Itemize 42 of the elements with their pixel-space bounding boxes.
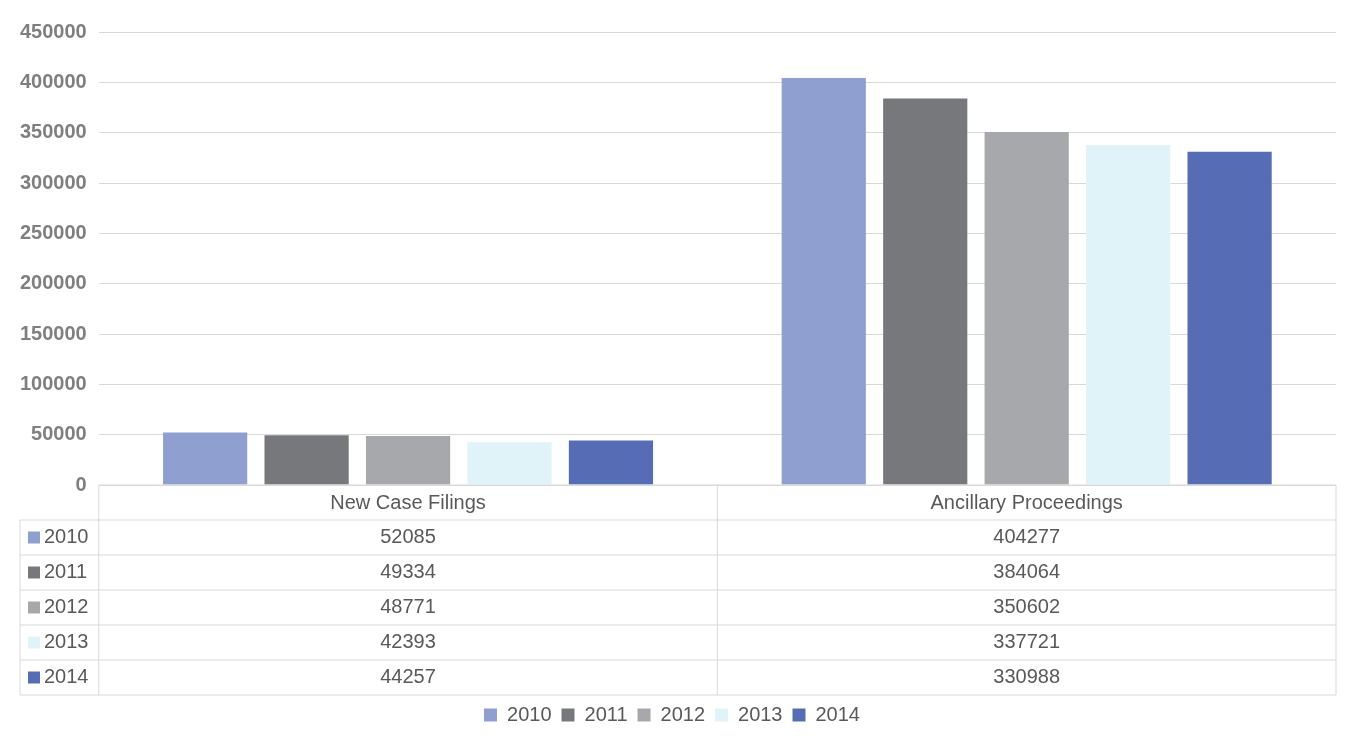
data-label: 42393 bbox=[380, 630, 436, 653]
bar bbox=[984, 132, 1069, 485]
data-label: 337721 bbox=[993, 630, 1061, 653]
text: 2012 bbox=[44, 595, 89, 618]
x-tick-label: New Case Filings bbox=[330, 490, 486, 513]
y-tick-label: 400000 bbox=[19, 69, 87, 92]
bar bbox=[781, 78, 866, 485]
legend-label: 2011 bbox=[44, 560, 88, 583]
text: 2014 bbox=[44, 665, 89, 688]
y-tick-label: 450000 bbox=[19, 19, 87, 42]
legend-label: 2013 bbox=[738, 702, 783, 725]
data-label: 44257 bbox=[380, 665, 436, 688]
legend-label: 2010 bbox=[44, 525, 89, 548]
bar bbox=[568, 440, 654, 485]
y-tick-label: 300000 bbox=[19, 170, 87, 193]
x-tick-label: Ancillary Proceedings bbox=[930, 490, 1123, 513]
y-tick-label: 200000 bbox=[19, 271, 87, 294]
text: 2013 bbox=[44, 630, 89, 653]
data-label: 404277 bbox=[993, 525, 1061, 548]
y-tick-label: 0 bbox=[75, 472, 87, 495]
data-label: 52085 bbox=[380, 525, 436, 548]
bar bbox=[365, 435, 451, 485]
bar bbox=[1086, 145, 1171, 485]
legend-label: 2014 bbox=[815, 702, 860, 725]
y-tick-label: 250000 bbox=[19, 220, 87, 243]
bar bbox=[264, 435, 349, 485]
y-tick-label: 100000 bbox=[19, 371, 87, 394]
bar bbox=[163, 432, 248, 485]
bar bbox=[467, 442, 552, 485]
data-label: 384064 bbox=[993, 560, 1061, 583]
bar bbox=[883, 98, 968, 485]
data-label: 350602 bbox=[993, 595, 1061, 618]
y-tick-label: 350000 bbox=[19, 120, 87, 143]
data-label: 49334 bbox=[380, 560, 436, 583]
text: 2011 bbox=[584, 702, 628, 725]
data-label: 48771 bbox=[380, 595, 436, 618]
bar bbox=[1187, 151, 1272, 485]
y-tick-label: 50000 bbox=[31, 422, 87, 445]
text: 2010 bbox=[507, 702, 552, 725]
legend-label: 2012 bbox=[660, 702, 706, 725]
data-label: 330988 bbox=[993, 665, 1061, 688]
y-tick-label: 150000 bbox=[19, 321, 87, 344]
